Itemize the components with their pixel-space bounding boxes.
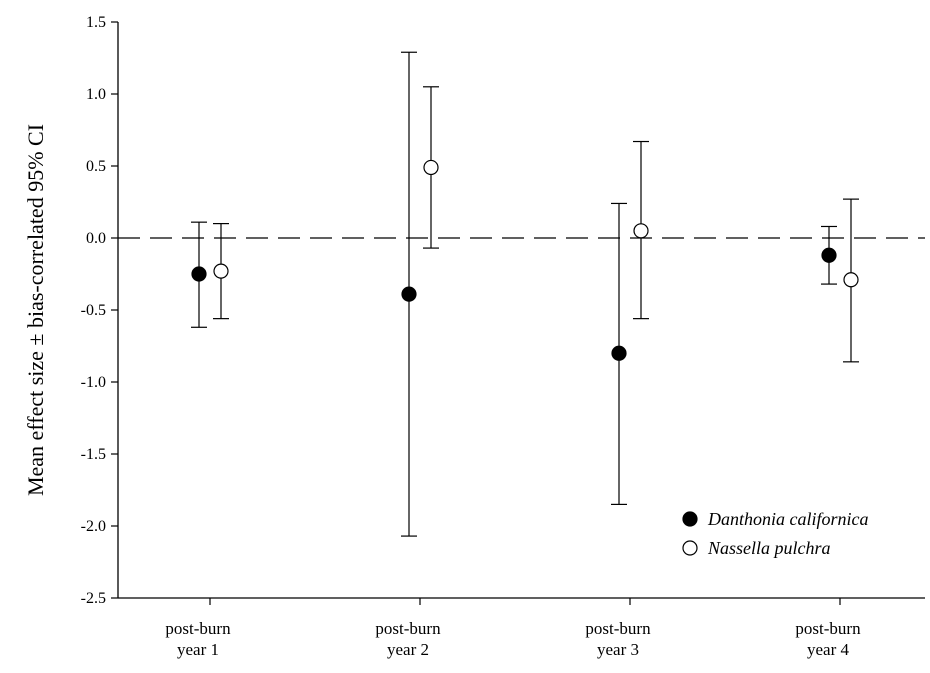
labels-layer: 1.5 1.0 0.5 0.0 -0.5 -1.0 -1.5 -2.0 -2.5 post-bur… bbox=[81, 14, 861, 659]
y-tick-label: -1.5 bbox=[81, 446, 106, 463]
legend: Danthonia californica Nassella pulchra bbox=[682, 509, 869, 558]
data-point bbox=[611, 345, 627, 361]
x-category-label: year 2 bbox=[387, 640, 429, 659]
x-category-label: year 4 bbox=[807, 640, 850, 659]
x-category-label: post-burn bbox=[795, 619, 861, 638]
y-tick-label: 0.5 bbox=[86, 158, 106, 175]
legend-marker bbox=[682, 540, 698, 556]
marks-layer bbox=[191, 51, 859, 537]
data-point bbox=[213, 263, 229, 279]
y-tick-label: -2.5 bbox=[81, 590, 106, 607]
x-category-label: post-burn bbox=[585, 619, 651, 638]
legend-marker bbox=[682, 511, 698, 527]
y-tick-label: 1.0 bbox=[86, 86, 106, 103]
x-category-label: post-burn bbox=[165, 619, 231, 638]
data-point bbox=[401, 286, 417, 302]
x-category-label: year 3 bbox=[597, 640, 639, 659]
y-tick-label: -2.0 bbox=[81, 518, 106, 535]
legend-label: Danthonia californica bbox=[707, 509, 869, 529]
y-tick-label: -0.5 bbox=[81, 302, 106, 319]
y-tick-label: 0.0 bbox=[86, 230, 106, 247]
data-point bbox=[821, 247, 837, 263]
legend-label: Nassella pulchra bbox=[707, 538, 831, 558]
x-category-label: post-burn bbox=[375, 619, 441, 638]
y-tick-label: -1.0 bbox=[81, 374, 106, 391]
x-category-label: year 1 bbox=[177, 640, 219, 659]
data-point bbox=[423, 159, 439, 176]
data-point bbox=[633, 223, 649, 239]
axes-layer bbox=[111, 21, 925, 605]
data-point bbox=[843, 272, 859, 288]
y-tick-label: 1.5 bbox=[86, 14, 106, 31]
data-point bbox=[191, 266, 207, 282]
y-axis-title: Mean effect size ± bias-correlated 95% C… bbox=[23, 124, 48, 496]
